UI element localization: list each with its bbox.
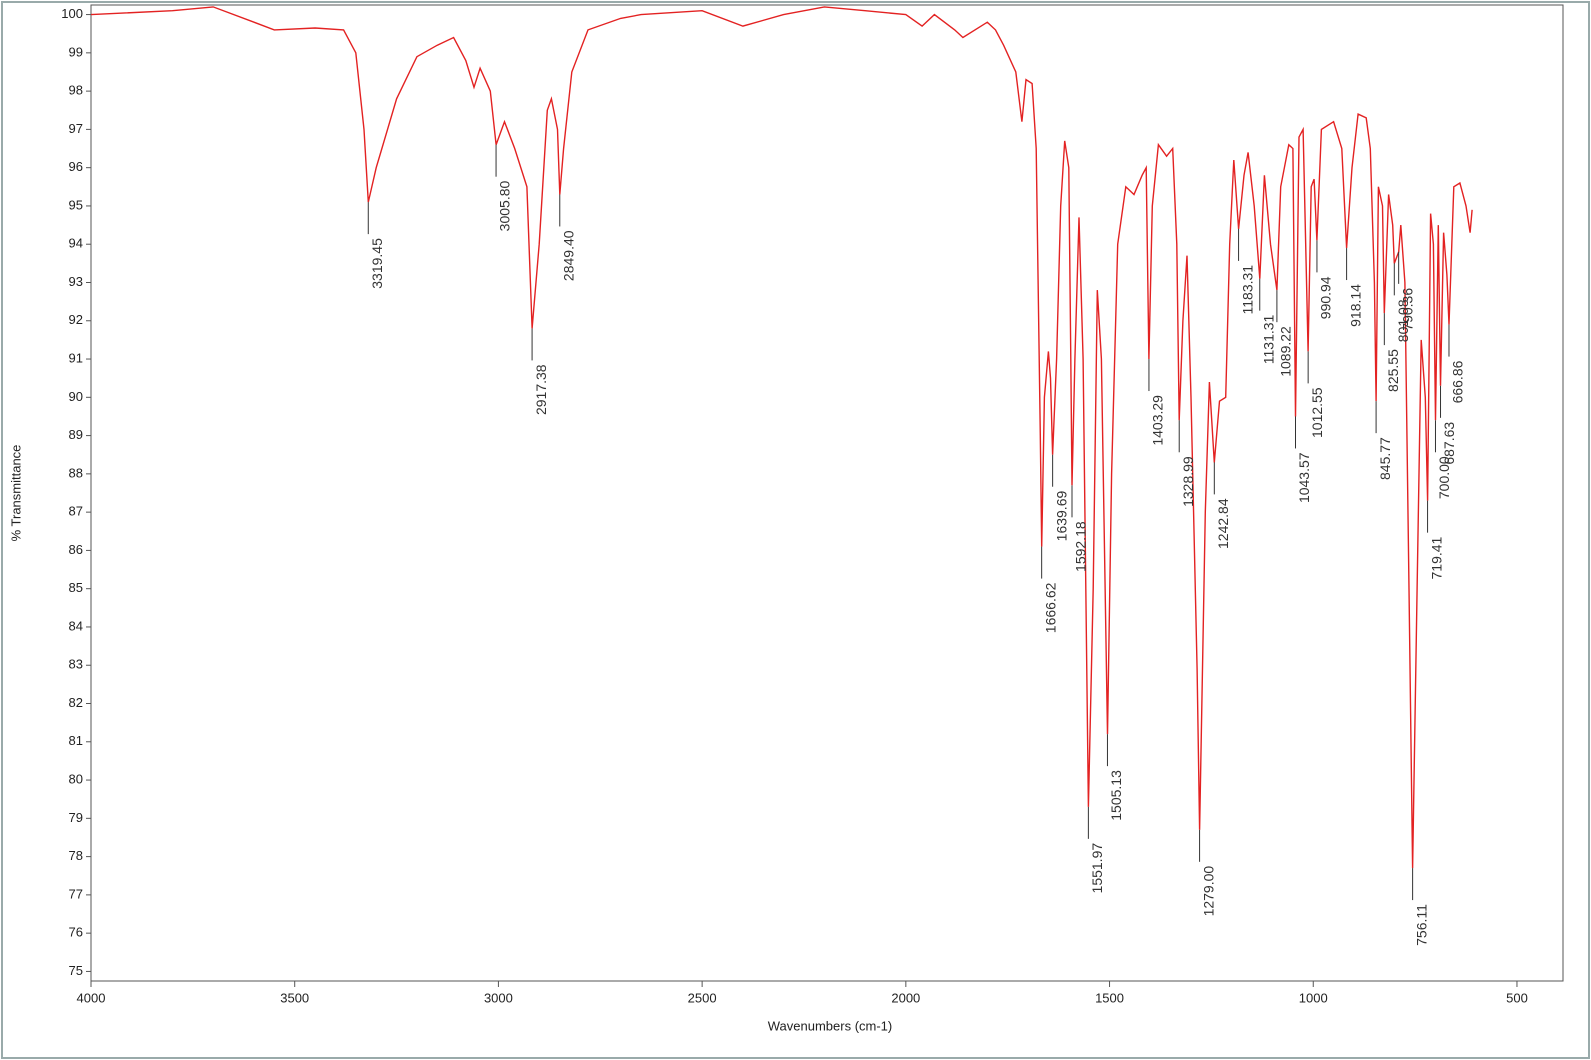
y-tick-label: 99 bbox=[69, 44, 83, 59]
y-tick-label: 98 bbox=[69, 83, 83, 98]
y-tick-label: 91 bbox=[69, 350, 83, 365]
y-tick-label: 76 bbox=[69, 925, 83, 940]
y-tick-label: 88 bbox=[69, 465, 83, 480]
x-tick-label: 3000 bbox=[484, 990, 513, 1005]
peak-label: 1551.97 bbox=[1089, 843, 1105, 894]
peak-label: 1043.57 bbox=[1296, 452, 1312, 503]
y-tick-label: 84 bbox=[69, 618, 83, 633]
y-tick-label: 82 bbox=[69, 695, 83, 710]
y-tick-label: 100 bbox=[61, 6, 83, 21]
y-tick-label: 78 bbox=[69, 848, 83, 863]
peak-label: 666.86 bbox=[1450, 360, 1466, 403]
y-tick-label: 79 bbox=[69, 810, 83, 825]
peak-label: 825.55 bbox=[1385, 349, 1401, 392]
y-tick-label: 92 bbox=[69, 312, 83, 327]
y-tick-label: 83 bbox=[69, 657, 83, 672]
y-tick-label: 90 bbox=[69, 389, 83, 404]
peak-label: 756.11 bbox=[1413, 904, 1429, 946]
y-tick-label: 80 bbox=[69, 771, 83, 786]
peak-label: 1242.84 bbox=[1215, 498, 1231, 549]
peak-label: 990.94 bbox=[1318, 276, 1334, 319]
peak-label: 1403.29 bbox=[1150, 395, 1166, 446]
peak-label: 1183.31 bbox=[1239, 265, 1255, 315]
y-tick-label: 77 bbox=[69, 886, 83, 901]
peak-label: 1666.62 bbox=[1042, 582, 1058, 633]
peak-label: 801.08 bbox=[1395, 299, 1411, 342]
y-tick-label: 94 bbox=[69, 236, 83, 251]
y-tick-label: 85 bbox=[69, 580, 83, 595]
peak-label: 700.00 bbox=[1436, 456, 1452, 499]
peak-label: 1279.00 bbox=[1200, 866, 1216, 917]
y-tick-label: 75 bbox=[69, 963, 83, 978]
peak-label: 1592.18 bbox=[1073, 521, 1089, 572]
x-tick-label: 1500 bbox=[1095, 990, 1124, 1005]
peak-label: 719.41 bbox=[1428, 536, 1444, 579]
peak-label: 790.36 bbox=[1399, 288, 1415, 331]
peak-label: 1328.99 bbox=[1180, 456, 1196, 507]
x-tick-label: 2000 bbox=[891, 990, 920, 1005]
x-axis-label: Wavenumbers (cm-1) bbox=[768, 1018, 892, 1033]
peak-label: 1012.55 bbox=[1309, 387, 1325, 438]
peak-label: 1089.22 bbox=[1278, 326, 1294, 377]
x-tick-label: 500 bbox=[1506, 990, 1528, 1005]
y-tick-label: 87 bbox=[69, 504, 83, 519]
y-tick-label: 96 bbox=[69, 159, 83, 174]
peak-label: 1505.13 bbox=[1108, 770, 1124, 821]
peak-label: 1639.69 bbox=[1053, 491, 1069, 542]
peak-label: 845.77 bbox=[1377, 437, 1393, 480]
spectrum-line bbox=[90, 6, 1473, 869]
y-tick-label: 89 bbox=[69, 427, 83, 442]
x-tick-label: 1000 bbox=[1299, 990, 1328, 1005]
peak-label: 2917.38 bbox=[533, 364, 549, 415]
y-tick-label: 97 bbox=[69, 121, 83, 136]
peak-label: 3319.45 bbox=[369, 238, 385, 289]
y-tick-label: 81 bbox=[69, 733, 83, 748]
peak-label: 918.14 bbox=[1347, 284, 1363, 327]
plot-area bbox=[90, 4, 1564, 982]
peak-label: 3005.80 bbox=[497, 180, 513, 231]
y-tick-label: 86 bbox=[69, 542, 83, 557]
y-axis-label: % Transmittance bbox=[8, 445, 23, 542]
peak-label: 2849.40 bbox=[560, 230, 576, 281]
y-tick-label: 93 bbox=[69, 274, 83, 289]
peak-label: 687.63 bbox=[1441, 422, 1457, 465]
x-tick-label: 2500 bbox=[688, 990, 717, 1005]
x-tick-label: 4000 bbox=[77, 990, 106, 1005]
x-tick-label: 3500 bbox=[280, 990, 309, 1005]
peak-label: 1131.31 bbox=[1260, 314, 1276, 364]
y-tick-label: 95 bbox=[69, 197, 83, 212]
